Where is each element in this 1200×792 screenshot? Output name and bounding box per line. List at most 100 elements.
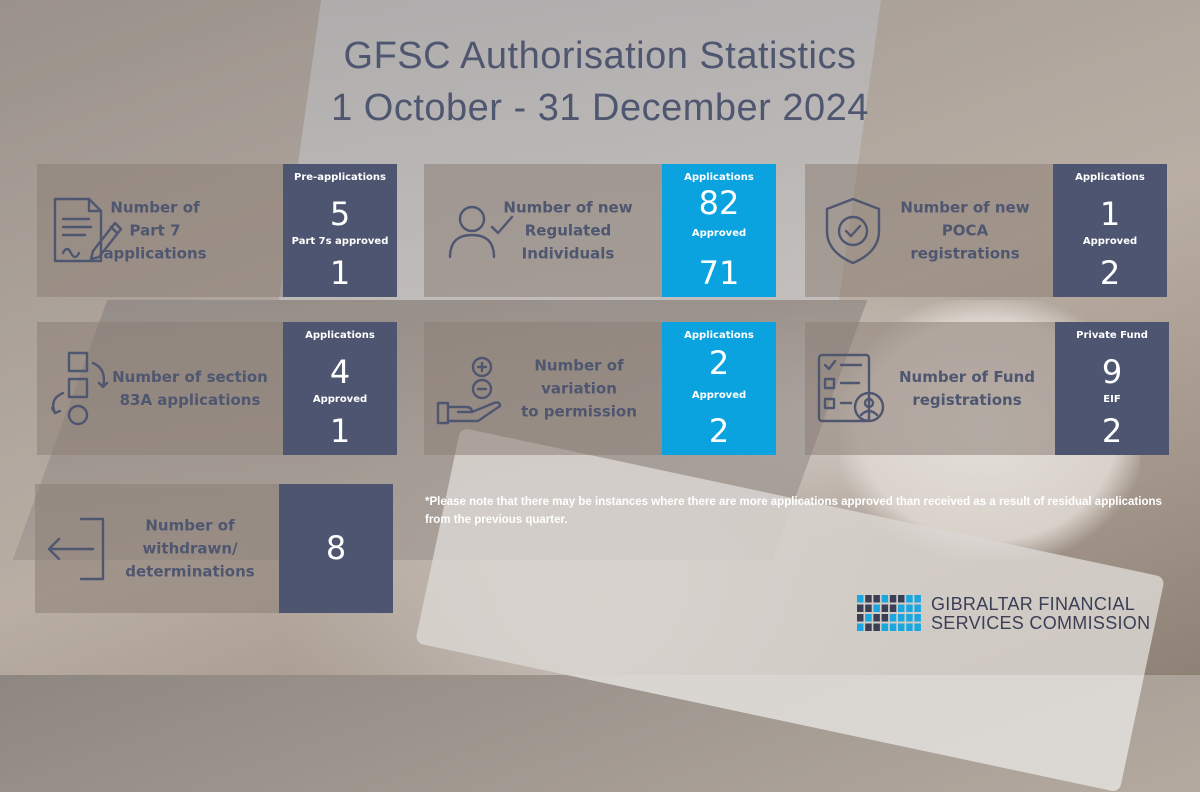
page-title: GFSC Authorisation Statistics 1 October … (0, 30, 1200, 134)
exit-arrow-icon (47, 517, 105, 580)
card-s83a-label-line1: Number of section (112, 367, 268, 386)
card-regulated-label-line1: Number of new (503, 198, 633, 216)
card-poca-label-line2: POCA (941, 221, 989, 239)
logo-square (873, 623, 880, 631)
logo-square (898, 595, 905, 603)
logo-square (865, 614, 872, 622)
logo-square (889, 614, 897, 622)
card-vop: Number of variation to permission Applic… (424, 322, 776, 455)
stat-value: 1 (1099, 195, 1121, 233)
card-s83a-label-line2: 83A applications (119, 390, 261, 409)
logo-square (857, 595, 864, 603)
card-withdrawn-label-line2: withdrawn/ (142, 539, 238, 557)
stat-label: Pre-applications (294, 172, 386, 183)
logo-square (857, 614, 864, 622)
stat-value: 2 (1101, 412, 1123, 450)
stat-label: Private Fund (1076, 330, 1148, 341)
card-withdrawn-info: Number of withdrawn/ determinations (35, 484, 279, 613)
stat-label: Approved (691, 390, 747, 401)
logo-square (865, 595, 872, 603)
person-check-icon (448, 205, 514, 258)
stat-label: Approved (691, 228, 747, 239)
card-vop-label: Number of variation to permission (504, 354, 654, 423)
stat-value: 1 (329, 254, 351, 292)
card-poca: Number of new POCA registrations Applica… (805, 164, 1167, 297)
logo-square (898, 604, 905, 612)
card-regulated-label: Number of new Regulated Individuals (494, 196, 642, 265)
stat-value: 5 (329, 195, 351, 233)
card-poca-label-line1: Number of new (900, 198, 1030, 216)
stat-value: 2 (708, 412, 730, 450)
stat-label: Applications (684, 172, 754, 183)
logo-square (873, 604, 880, 612)
card-regulated-info: Number of new Regulated Individuals (424, 164, 662, 297)
stat-value: 2 (708, 344, 730, 382)
logo-square (889, 623, 897, 631)
document-pen-icon (53, 197, 123, 262)
card-fund-label: Number of Fund registrations (885, 366, 1049, 412)
card-vop-label-line3: to permission (521, 402, 637, 420)
stat-value: 71 (698, 254, 740, 292)
logo-square (914, 595, 921, 603)
gfsc-logo: GIBRALTAR FINANCIAL SERVICES COMMISSION (857, 595, 1157, 633)
card-poca-label-line3: registrations (910, 244, 1020, 262)
card-s83a: Number of section 83A applications Appli… (37, 322, 397, 455)
logo-square (889, 604, 897, 612)
card-part7-info: Number of Part 7 applications (37, 164, 283, 297)
logo-square (865, 604, 872, 612)
card-vop-label-line1: Number of (534, 356, 624, 374)
card-fund-label-line2: registrations (912, 390, 1022, 409)
logo-square (914, 623, 921, 631)
logo-square (906, 604, 913, 612)
logo-square (881, 595, 889, 603)
stat-label: Approved (312, 394, 368, 405)
card-vop-stats: Applications 2 Approved 2 (662, 322, 776, 455)
card-s83a-info: Number of section 83A applications (37, 322, 283, 455)
stat-value: 1 (329, 412, 351, 450)
card-regulated: Number of new Regulated Individuals Appl… (424, 164, 776, 297)
card-part7-label: Number of Part 7 applications (97, 196, 213, 265)
stat-value: 9 (1101, 353, 1123, 391)
card-part7: Number of Part 7 applications Pre-applic… (37, 164, 397, 297)
card-withdrawn-stats: 8 (279, 484, 393, 613)
card-withdrawn-label-line1: Number of (145, 516, 235, 534)
logo-square (857, 623, 864, 631)
logo-square (865, 623, 872, 631)
logo-square (898, 623, 905, 631)
card-part7-stats: Pre-applications 5 Part 7s approved 1 (283, 164, 397, 297)
card-withdrawn-label-line3: determinations (125, 562, 255, 580)
shield-check-icon (825, 197, 881, 264)
logo-square (906, 595, 913, 603)
stat-label: EIF (1103, 394, 1121, 405)
stat-label: Applications (305, 330, 375, 341)
logo-square (857, 604, 864, 612)
card-regulated-label-line2: Regulated (524, 221, 612, 239)
card-regulated-label-line3: Individuals (521, 244, 615, 262)
card-fund-info: Number of Fund registrations (805, 322, 1055, 455)
stat-label: Applications (1075, 172, 1145, 183)
logo-square (914, 604, 921, 612)
shapes-cycle-icon (50, 351, 109, 425)
gfsc-logo-mark (857, 595, 921, 631)
card-fund-stats: Private Fund 9 EIF 2 (1055, 322, 1169, 455)
logo-square (914, 614, 921, 622)
stat-value: 8 (325, 529, 347, 567)
stat-value: 2 (1099, 254, 1121, 292)
card-poca-stats: Applications 1 Approved 2 (1053, 164, 1167, 297)
card-s83a-stats: Applications 4 Approved 1 (283, 322, 397, 455)
card-poca-info: Number of new POCA registrations (805, 164, 1053, 297)
checklist-person-icon (817, 353, 885, 422)
card-s83a-label: Number of section 83A applications (107, 366, 273, 412)
logo-square (881, 604, 889, 612)
stat-label: Part 7s approved (291, 236, 389, 247)
card-part7-label-line1: Number of (110, 198, 200, 216)
gfsc-logo-text: GIBRALTAR FINANCIAL SERVICES COMMISSION (931, 595, 1150, 633)
card-fund: Number of Fund registrations Private Fun… (805, 322, 1169, 455)
card-fund-label-line1: Number of Fund (898, 367, 1036, 386)
card-part7-label-line2: Part 7 applications (103, 221, 207, 262)
logo-square (898, 614, 905, 622)
card-vop-label-line2: variation (541, 379, 617, 397)
card-regulated-stats: Applications 82 Approved 71 (662, 164, 776, 297)
logo-square (906, 623, 913, 631)
card-withdrawn-label: Number of withdrawn/ determinations (115, 514, 265, 583)
